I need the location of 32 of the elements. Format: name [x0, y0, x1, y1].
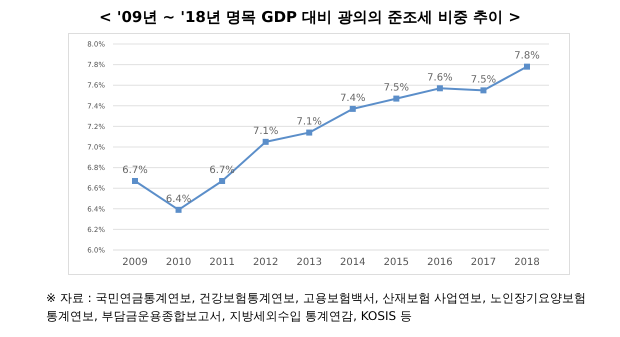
x-tick-label: 2013	[296, 257, 322, 268]
point	[219, 178, 226, 184]
x-tick-label: 2010	[166, 257, 192, 268]
point	[262, 138, 269, 145]
chart-title: < '09년 ~ '18년 명목 GDP 대비 광의의 준조세 비중 추이 >	[98, 8, 522, 27]
point	[350, 106, 356, 112]
text: ※ 자료 : 국민연금통계연보, 건강보험통계연보, 고용보험백서, 산재보험 사업연보, 노인장기요양보험 통계연보, 부담금운용종합보고서, 지방세외수입 통계연감, KOSIS 등	[46, 290, 587, 325]
data-label: 7.8%	[514, 50, 540, 62]
data-label: 7.5%	[470, 74, 496, 86]
x-tick-label: 2012	[252, 257, 278, 268]
point	[306, 130, 312, 136]
point	[480, 87, 486, 94]
data-label: 6.7%	[122, 164, 148, 176]
point	[524, 64, 530, 70]
x-tick-label: 2014	[340, 257, 366, 268]
x-tick-label: 2009	[122, 257, 148, 268]
x-tick-label: 2017	[470, 257, 496, 268]
x-tick-label: 2018	[514, 257, 540, 268]
point	[176, 206, 182, 213]
x-tick-label: 2011	[209, 257, 235, 268]
data-label: 7.1%	[296, 116, 322, 128]
point	[132, 178, 138, 184]
data-label: 7.4%	[340, 92, 366, 104]
x-tick-label: 2015	[384, 257, 410, 268]
point	[393, 96, 400, 102]
data-label: 6.4%	[166, 194, 192, 205]
data-label: 7.5%	[384, 82, 410, 94]
point	[436, 85, 443, 92]
data-label: 7.1%	[252, 126, 278, 137]
data-label: 6.7%	[209, 164, 235, 176]
x-tick-label: 2016	[427, 257, 453, 268]
data-label: 7.6%	[427, 72, 453, 84]
